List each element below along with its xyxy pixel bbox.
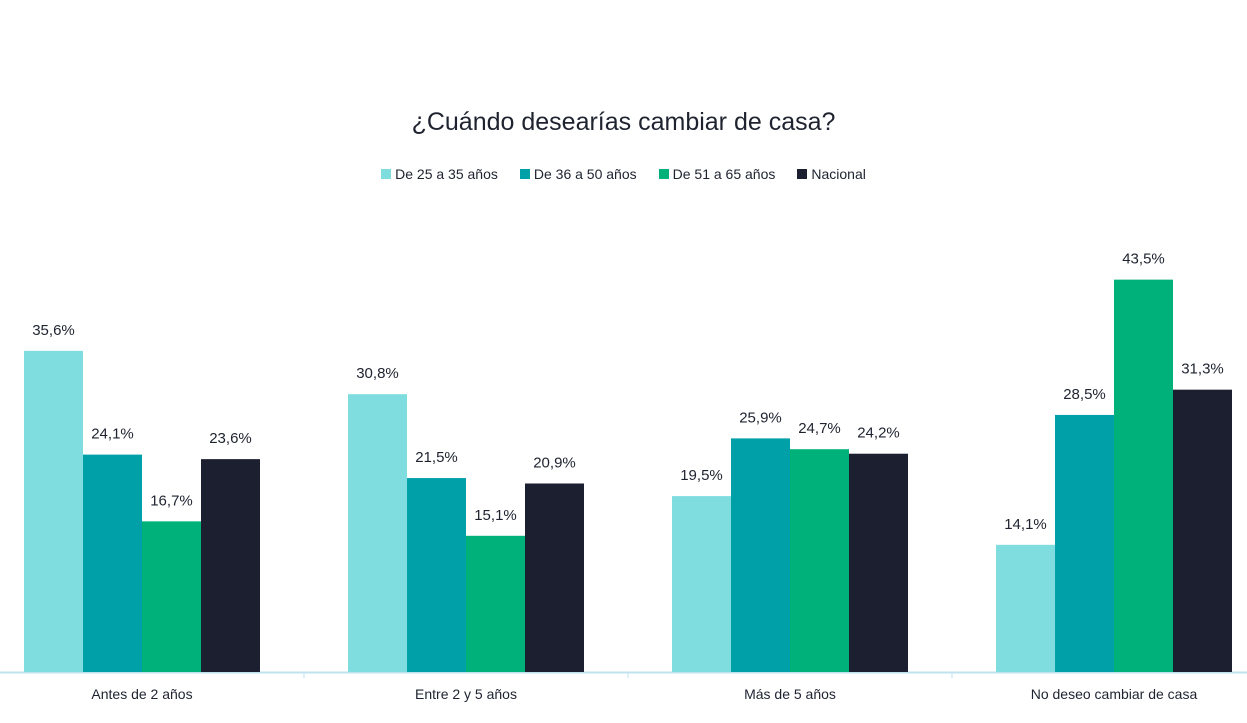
bar (201, 459, 260, 672)
bar (1055, 414, 1114, 672)
bar (1173, 389, 1232, 672)
x-tick-label: Más de 5 años (744, 686, 836, 702)
bar (466, 535, 525, 672)
legend-swatch (658, 169, 669, 179)
bar (731, 438, 790, 672)
bar (672, 496, 731, 672)
data-label: 20,9% (533, 454, 576, 471)
data-label: 16,7% (150, 492, 193, 509)
bar (849, 453, 908, 672)
data-label: 24,2% (857, 425, 900, 442)
x-tick-label: No deseo cambiar de casa (1031, 686, 1198, 702)
legend-item: Nacional (797, 166, 866, 182)
bar (348, 394, 407, 672)
legend-label: De 51 a 65 años (672, 166, 776, 182)
x-tick-label: Antes de 2 años (91, 686, 192, 702)
legend-item: De 25 a 35 años (381, 166, 498, 182)
data-label: 35,6% (32, 322, 75, 339)
legend-label: Nacional (811, 166, 866, 182)
bar (996, 544, 1055, 672)
legend-swatch (381, 169, 392, 179)
data-label: 30,8% (356, 365, 399, 382)
bar (525, 483, 584, 672)
data-label: 31,3% (1181, 361, 1224, 378)
chart-title: ¿Cuándo desearías cambiar de casa? (411, 108, 836, 136)
legend-item: De 51 a 65 años (658, 166, 776, 182)
data-label: 14,1% (1004, 516, 1047, 533)
bar (407, 478, 466, 672)
data-label: 43,5% (1122, 251, 1165, 268)
legend-item: De 36 a 50 años (519, 166, 637, 182)
bar (1114, 279, 1173, 672)
legend-swatch (797, 169, 808, 179)
data-label: 15,1% (474, 507, 517, 524)
legend-label: De 36 a 50 años (533, 166, 637, 182)
legend-swatch (519, 169, 530, 179)
data-label: 24,1% (91, 426, 134, 443)
data-label: 25,9% (739, 409, 782, 426)
data-label: 21,5% (415, 449, 458, 466)
data-label: 23,6% (209, 430, 252, 447)
bar (142, 521, 201, 672)
x-tick-label: Entre 2 y 5 años (415, 686, 517, 702)
legend-label: De 25 a 35 años (395, 166, 498, 182)
data-label: 24,7% (798, 420, 841, 437)
bar (790, 449, 849, 672)
data-label: 19,5% (680, 467, 723, 484)
bar (83, 454, 142, 672)
data-label: 28,5% (1063, 386, 1106, 403)
legend: De 25 a 35 años De 36 a 50 años De 51 a 65… (0, 166, 1247, 182)
bar (24, 350, 83, 672)
